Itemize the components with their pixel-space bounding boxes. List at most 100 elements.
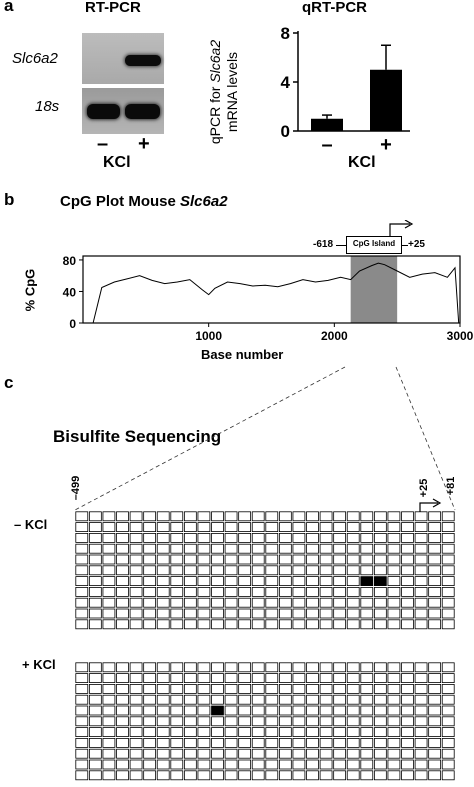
minus-kcl-cpg-unmethylated bbox=[143, 533, 157, 543]
minus-kcl-cpg-unmethylated bbox=[224, 565, 238, 576]
plus-kcl-cpg-unmethylated bbox=[387, 727, 401, 737]
panel-b-letter: b bbox=[4, 190, 15, 209]
minus-kcl-cpg-unmethylated bbox=[319, 565, 333, 576]
minus-kcl-cpg-unmethylated bbox=[428, 608, 442, 619]
minus-kcl-cpg-unmethylated bbox=[360, 533, 374, 543]
minus-kcl-cpg-unmethylated bbox=[75, 543, 89, 554]
plus-kcl-cpg-unmethylated bbox=[319, 684, 333, 694]
plus-kcl-cpg-unmethylated bbox=[428, 727, 442, 737]
minus-kcl-cpg-unmethylated bbox=[183, 597, 197, 608]
minus-kcl-cpg-unmethylated bbox=[428, 533, 442, 543]
plus-kcl-cpg-unmethylated bbox=[414, 673, 428, 683]
minus-kcl-cpg-unmethylated bbox=[197, 576, 211, 586]
minus-kcl-cpg-unmethylated bbox=[238, 511, 252, 522]
gel-treatment-label: KCl bbox=[103, 154, 131, 171]
plus-kcl-cpg-unmethylated bbox=[183, 684, 197, 694]
plus-kcl-cpg-unmethylated bbox=[319, 770, 333, 781]
plus-kcl-cpg-unmethylated bbox=[170, 694, 184, 705]
minus-kcl-cpg-unmethylated bbox=[129, 587, 143, 597]
plus-kcl-cpg-unmethylated bbox=[428, 705, 442, 716]
minus-kcl-cpg-unmethylated bbox=[143, 587, 157, 597]
minus-kcl-cpg-unmethylated bbox=[441, 576, 455, 586]
minus-kcl-cpg-unmethylated bbox=[238, 533, 252, 543]
qpcr-ytick-label: 8 bbox=[281, 24, 290, 43]
minus-kcl-cpg-unmethylated bbox=[441, 608, 455, 619]
minus-kcl-cpg-unmethylated bbox=[224, 576, 238, 586]
plus-kcl-cpg-unmethylated bbox=[292, 673, 306, 683]
minus-kcl-cpg-unmethylated bbox=[265, 511, 279, 522]
plus-kcl-cpg-unmethylated bbox=[238, 673, 252, 683]
plus-kcl-cpg-unmethylated bbox=[102, 662, 116, 673]
minus-kcl-cpg-unmethylated bbox=[373, 587, 387, 597]
plus-kcl-cpg-unmethylated bbox=[156, 684, 170, 694]
plus-kcl-cpg-unmethylated bbox=[238, 694, 252, 705]
plus-kcl-cpg-unmethylated bbox=[75, 662, 89, 673]
minus-kcl-cpg-unmethylated bbox=[102, 587, 116, 597]
minus-kcl-cpg-unmethylated bbox=[265, 554, 279, 565]
plus-kcl-cpg-unmethylated bbox=[387, 684, 401, 694]
plus-kcl-cpg-unmethylated bbox=[143, 705, 157, 716]
minus-kcl-cpg-unmethylated bbox=[116, 608, 129, 619]
plus-kcl-cpg-unmethylated bbox=[129, 770, 143, 781]
plus-kcl-cpg-unmethylated bbox=[143, 770, 157, 781]
minus-kcl-cpg-unmethylated bbox=[116, 576, 129, 586]
plus-kcl-cpg-unmethylated bbox=[306, 727, 319, 737]
group-label-plus-kcl: + KCl bbox=[22, 657, 56, 672]
minus-kcl-cpg-unmethylated bbox=[183, 511, 197, 522]
plus-kcl-cpg-unmethylated bbox=[238, 727, 252, 737]
minus-kcl-cpg-unmethylated bbox=[197, 533, 211, 543]
minus-kcl-cpg-unmethylated bbox=[441, 554, 455, 565]
plus-kcl-cpg-unmethylated bbox=[170, 673, 184, 683]
minus-kcl-cpg-unmethylated bbox=[156, 522, 170, 532]
minus-kcl-cpg-unmethylated bbox=[319, 554, 333, 565]
minus-kcl-cpg-unmethylated bbox=[278, 533, 292, 543]
plus-kcl-cpg-unmethylated bbox=[170, 705, 184, 716]
minus-kcl-cpg-unmethylated bbox=[170, 608, 184, 619]
minus-kcl-cpg-unmethylated bbox=[238, 576, 252, 586]
plus-kcl-cpg-unmethylated bbox=[129, 694, 143, 705]
plus-kcl-cpg-unmethylated bbox=[428, 694, 442, 705]
minus-kcl-cpg-unmethylated bbox=[278, 543, 292, 554]
plus-kcl-cpg-unmethylated bbox=[401, 716, 414, 727]
plus-kcl-cpg-unmethylated bbox=[292, 662, 306, 673]
minus-kcl-cpg-unmethylated bbox=[88, 511, 102, 522]
gel-band-plus-18s bbox=[125, 104, 160, 119]
plus-kcl-cpg-unmethylated bbox=[170, 684, 184, 694]
minus-kcl-cpg-unmethylated bbox=[319, 619, 333, 630]
minus-kcl-cpg-unmethylated bbox=[387, 608, 401, 619]
plus-kcl-cpg-unmethylated bbox=[211, 716, 224, 727]
plus-kcl-cpg-unmethylated bbox=[360, 662, 374, 673]
plus-kcl-cpg-unmethylated bbox=[251, 716, 265, 727]
minus-kcl-cpg-unmethylated bbox=[156, 576, 170, 586]
minus-kcl-cpg-unmethylated bbox=[102, 543, 116, 554]
minus-kcl-cpg-unmethylated bbox=[265, 597, 279, 608]
plus-kcl-cpg-unmethylated bbox=[360, 770, 374, 781]
minus-kcl-cpg-unmethylated bbox=[306, 619, 319, 630]
plus-kcl-cpg-unmethylated bbox=[88, 770, 102, 781]
plus-kcl-cpg-unmethylated bbox=[360, 748, 374, 759]
minus-kcl-cpg-unmethylated bbox=[129, 522, 143, 532]
plus-kcl-cpg-unmethylated bbox=[143, 738, 157, 748]
plus-kcl-cpg-unmethylated bbox=[224, 738, 238, 748]
plus-kcl-cpg-unmethylated bbox=[346, 716, 360, 727]
minus-kcl-cpg-unmethylated bbox=[251, 565, 265, 576]
minus-kcl-cpg-unmethylated bbox=[143, 619, 157, 630]
minus-kcl-cpg-unmethylated bbox=[75, 565, 89, 576]
plus-kcl-cpg-unmethylated bbox=[265, 705, 279, 716]
plus-kcl-cpg-unmethylated bbox=[88, 738, 102, 748]
plus-kcl-cpg-unmethylated bbox=[238, 748, 252, 759]
minus-kcl-cpg-unmethylated bbox=[251, 597, 265, 608]
qpcr-bar bbox=[311, 118, 343, 131]
minus-kcl-cpg-unmethylated bbox=[278, 619, 292, 630]
minus-kcl-cpg-unmethylated bbox=[197, 511, 211, 522]
plus-kcl-cpg-unmethylated bbox=[373, 738, 387, 748]
minus-kcl-cpg-unmethylated bbox=[129, 554, 143, 565]
minus-kcl-cpg-unmethylated bbox=[129, 511, 143, 522]
plus-kcl-cpg-unmethylated bbox=[211, 694, 224, 705]
plus-kcl-cpg-unmethylated bbox=[292, 684, 306, 694]
plus-kcl-cpg-unmethylated bbox=[306, 662, 319, 673]
minus-kcl-cpg-unmethylated bbox=[401, 565, 414, 576]
minus-kcl-cpg-unmethylated bbox=[428, 543, 442, 554]
minus-kcl-cpg-unmethylated bbox=[292, 587, 306, 597]
